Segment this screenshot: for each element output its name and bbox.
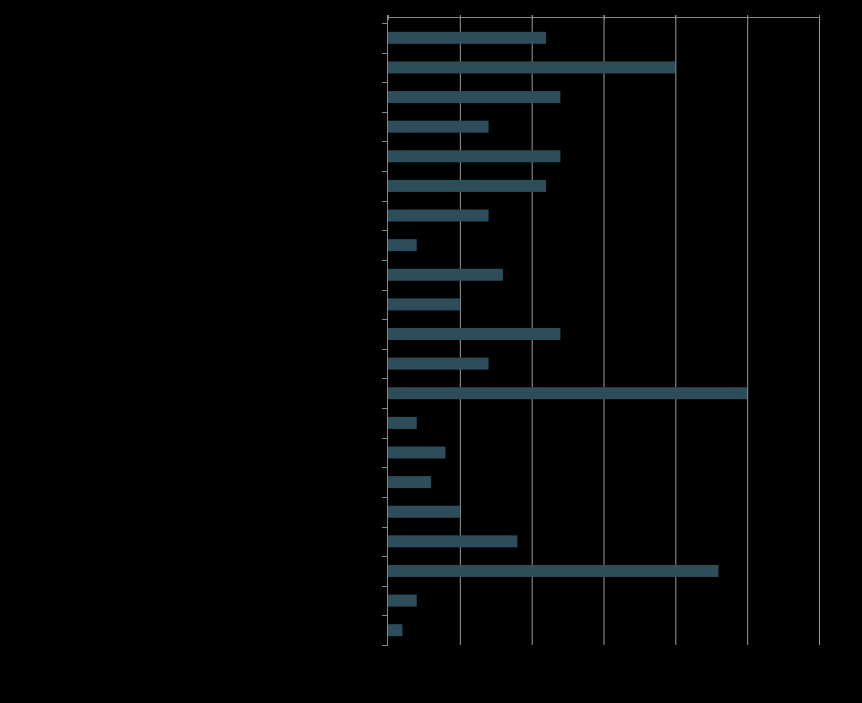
- bar: [388, 416, 417, 429]
- bar: [388, 564, 719, 577]
- bar: [388, 150, 561, 163]
- bar: [388, 239, 417, 252]
- bar: [388, 298, 460, 311]
- bar: [388, 446, 446, 459]
- bar: [388, 120, 489, 133]
- bar: [388, 387, 748, 400]
- bar: [388, 268, 503, 281]
- axes: [382, 15, 820, 646]
- bar: [388, 505, 460, 518]
- bar: [388, 624, 403, 637]
- bar: [388, 594, 417, 607]
- bar: [388, 328, 561, 340]
- bar: [388, 357, 489, 370]
- bars: [388, 31, 748, 637]
- bar: [388, 91, 561, 104]
- bar: [388, 476, 432, 489]
- bar: [388, 61, 676, 74]
- bar: [388, 179, 547, 192]
- bar: [388, 209, 489, 222]
- bar: [388, 535, 518, 548]
- bar: [388, 31, 547, 44]
